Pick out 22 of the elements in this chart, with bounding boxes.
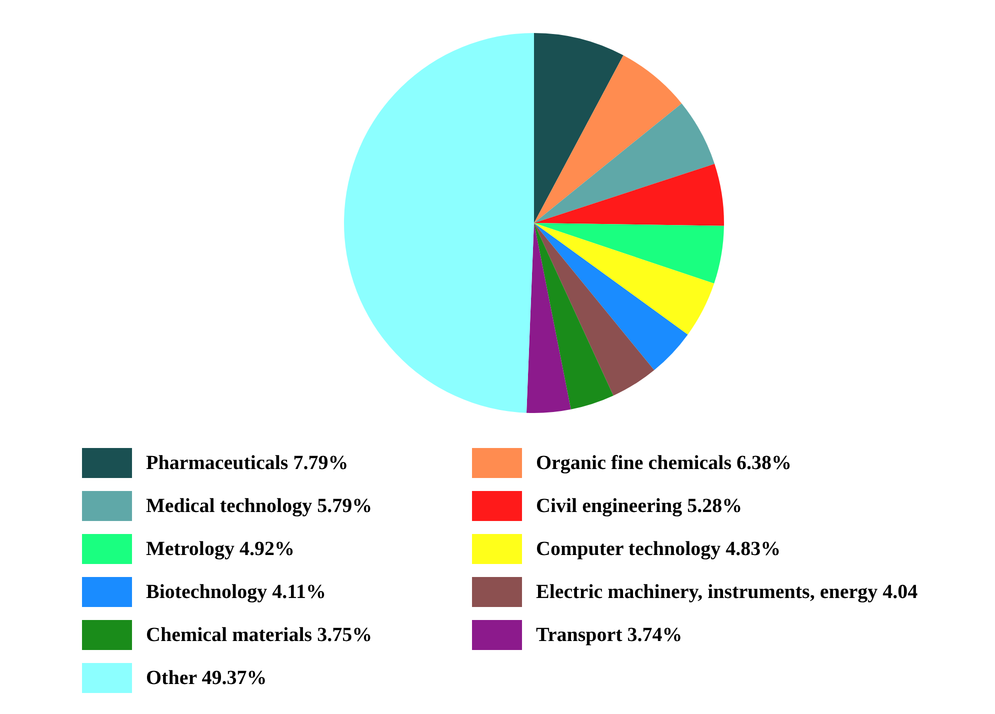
pie-slice [534, 223, 654, 396]
pie-slice [344, 33, 534, 413]
pie-slice [526, 223, 571, 413]
legend-label: Organic fine chemicals 6.38% [536, 452, 792, 474]
pie-slice [534, 223, 714, 335]
pie-slice [534, 164, 724, 226]
legend-label: Electric machinery, instruments, energy 4.04 [536, 580, 918, 604]
pie-slice [534, 55, 682, 223]
pie-slice [534, 223, 688, 370]
legend-label: Medical technology 5.79% [146, 494, 372, 518]
legend-label: Metrology 4.92% [146, 538, 294, 560]
legend-label: Biotechnology 4.11% [146, 580, 326, 604]
legend-label: Civil engineering 5.28% [536, 494, 742, 518]
legend-label: Computer technology 4.83% [536, 538, 781, 560]
legend-label: Other 49.37% [146, 666, 267, 690]
legend-label: Chemical materials 3.75% [146, 624, 372, 646]
legend-label: Transport 3.74% [536, 624, 682, 646]
pie-slice [534, 33, 624, 223]
pie-slice [534, 223, 614, 410]
legend-label: Pharmaceuticals 7.79% [146, 452, 348, 474]
pie-slice [534, 103, 715, 223]
pie-slice [534, 223, 724, 284]
